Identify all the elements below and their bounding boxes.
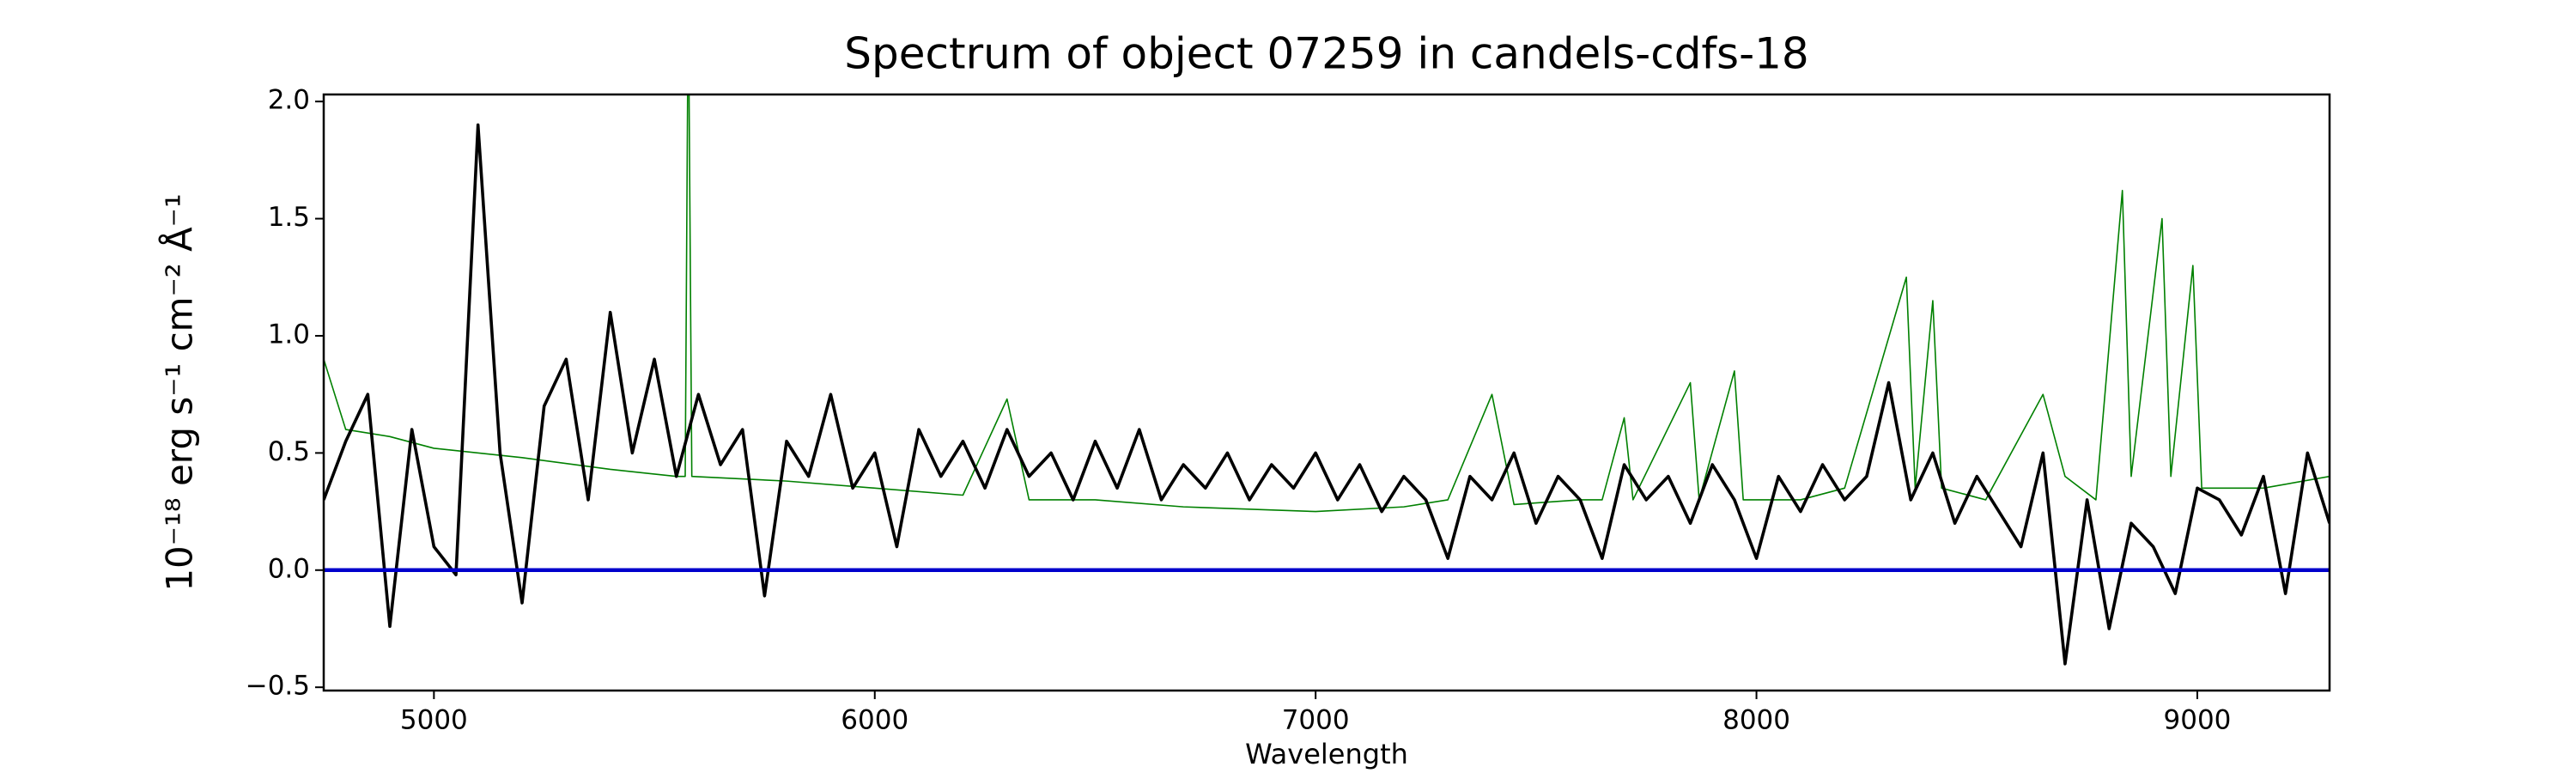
x-axis-label: Wavelength <box>1245 738 1408 770</box>
y-tick-label: 1.0 <box>268 319 310 350</box>
x-tick-label: 6000 <box>841 705 908 736</box>
y-tick-label: 0.5 <box>268 436 310 467</box>
y-tick-label: −0.5 <box>246 671 310 702</box>
y-tick-label: 0.0 <box>268 553 310 584</box>
y-tick-label: 2.0 <box>268 85 310 116</box>
spectrum-line <box>324 94 2330 513</box>
y-axis-label: 10⁻¹⁸ erg s⁻¹ cm⁻² Å⁻¹ <box>158 193 201 591</box>
chart-title: Spectrum of object 07259 in candels-cdfs… <box>844 29 1809 79</box>
x-tick-label: 8000 <box>1722 705 1790 736</box>
x-tick-label: 7000 <box>1282 705 1350 736</box>
plot-area <box>324 94 2330 666</box>
spectrum-line <box>324 123 2330 666</box>
plot-frame <box>322 93 2331 692</box>
x-tick-label: 5000 <box>400 705 468 736</box>
x-tick-label: 9000 <box>2164 705 2232 736</box>
y-tick-label: 1.5 <box>268 202 310 233</box>
